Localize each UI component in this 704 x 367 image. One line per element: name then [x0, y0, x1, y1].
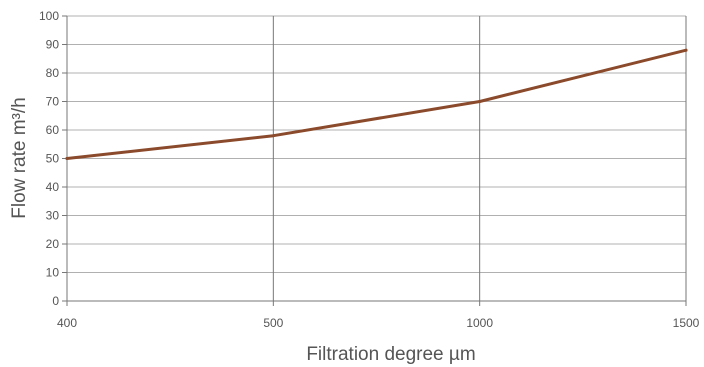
y-axis-title: Flow rate m³/h	[9, 97, 30, 218]
y-tick-label: 20	[46, 237, 60, 251]
data-point	[684, 48, 688, 52]
y-tick-label: 10	[46, 266, 60, 280]
y-tick-label: 60	[46, 123, 60, 137]
x-tick-label: 400	[57, 316, 77, 330]
y-tick-label: 100	[39, 9, 59, 23]
x-axis-title: Filtration degree µm	[306, 344, 475, 365]
series-line	[65, 48, 688, 160]
y-tick-labels: 0 10 20 30 40 50 60 70 80 90 100	[39, 9, 59, 308]
y-tick-label: 50	[46, 152, 60, 166]
grid-layer	[67, 15, 687, 301]
x-tick-label: 1500	[673, 316, 700, 330]
data-point	[478, 100, 482, 103]
data-point	[271, 134, 275, 138]
y-tick-label: 90	[46, 38, 60, 52]
y-tick-label: 30	[46, 209, 60, 223]
y-tick-label: 0	[52, 294, 59, 308]
y-tick-label: 80	[46, 66, 60, 80]
y-tick-label: 40	[46, 180, 60, 194]
axis-layer	[62, 15, 687, 306]
x-tick-label: 1000	[466, 316, 493, 330]
x-tick-labels: 400 500 1000 1500	[57, 316, 700, 330]
x-tick-label: 500	[263, 316, 283, 330]
data-point	[65, 157, 69, 160]
y-tick-label: 70	[46, 95, 60, 109]
series-layer	[65, 48, 688, 160]
